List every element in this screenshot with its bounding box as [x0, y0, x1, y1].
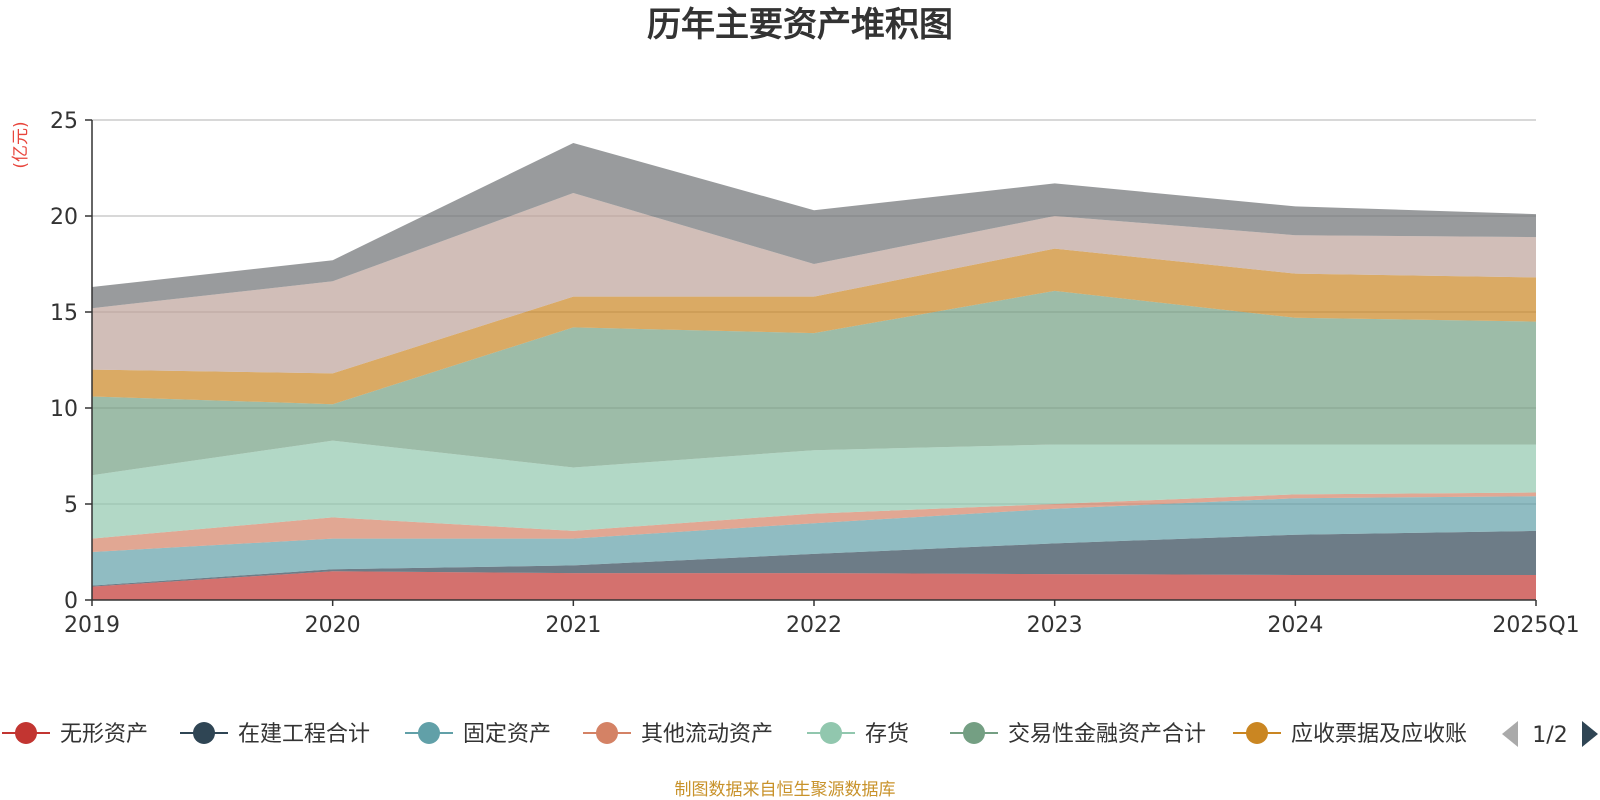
- legend-marker: [193, 722, 215, 744]
- legend-item-1[interactable]: 在建工程合计: [180, 722, 370, 747]
- legend-label: 固定资产: [463, 722, 551, 747]
- y-axis-unit-label: (亿元): [11, 121, 31, 168]
- chart-title: 历年主要资产堆积图: [647, 5, 953, 45]
- area-series-2: [92, 496, 1536, 586]
- legend-item-6[interactable]: 应收票据及应收账: [1233, 722, 1467, 747]
- area-series-8: [92, 143, 1536, 309]
- area-series-5: [92, 290, 1536, 476]
- x-tick-label: 2019: [64, 613, 120, 638]
- legend-label: 存货: [865, 722, 909, 747]
- area-series-3: [92, 492, 1536, 552]
- y-tick-label: 5: [64, 493, 78, 518]
- x-tick-label: 2025Q1: [1492, 613, 1579, 638]
- legend-label: 应收票据及应收账: [1291, 722, 1467, 747]
- legend-item-4[interactable]: 存货: [807, 722, 909, 747]
- y-tick-label: 20: [50, 205, 78, 230]
- legend-item-3[interactable]: 其他流动资产: [583, 722, 773, 747]
- legend-marker: [963, 722, 985, 744]
- legend-item-5[interactable]: 交易性金融资产合计: [950, 722, 1206, 747]
- legend-marker: [596, 722, 618, 744]
- x-tick-label: 2020: [305, 613, 361, 638]
- x-tick-label: 2021: [545, 613, 601, 638]
- legend-marker: [15, 722, 37, 744]
- legend-item-0[interactable]: 无形资产: [2, 722, 148, 747]
- area-series-layer: [92, 143, 1536, 600]
- legend-marker: [418, 722, 440, 744]
- legend-label: 无形资产: [60, 722, 148, 747]
- area-series-7: [92, 193, 1536, 374]
- legend-label: 交易性金融资产合计: [1008, 722, 1206, 747]
- legend-prev-page-icon[interactable]: [1502, 721, 1518, 747]
- axes: 0 5 10 15 20 25 2019 2020 2021 2022 2023 2024 2025Q1: [50, 109, 1580, 638]
- legend-next-page-icon[interactable]: [1582, 721, 1598, 747]
- y-tick-label: 0: [64, 589, 78, 614]
- legend-label: 在建工程合计: [238, 722, 370, 747]
- legend-marker: [820, 722, 842, 744]
- y-tick-label: 15: [50, 301, 78, 326]
- legend-label: 其他流动资产: [641, 722, 773, 747]
- x-tick-label: 2023: [1027, 613, 1083, 638]
- area-series-6: [92, 248, 1536, 405]
- legend: 无形资产 在建工程合计 固定资产 其他流动资产 存货 交易性金融资产合计 应收票据及应收账 1…: [2, 721, 1598, 748]
- x-tick-label: 2022: [786, 613, 842, 638]
- legend-marker: [1246, 722, 1268, 744]
- area-series-1: [92, 530, 1536, 587]
- y-tick-label: 25: [50, 109, 78, 134]
- area-series-4: [92, 440, 1536, 539]
- legend-page-indicator: 1/2: [1532, 723, 1567, 748]
- data-source-footer: 制图数据来自恒生聚源数据库: [675, 780, 896, 800]
- area-series-0: [92, 571, 1536, 600]
- x-tick-label: 2024: [1267, 613, 1323, 638]
- y-tick-label: 10: [50, 397, 78, 422]
- legend-item-2[interactable]: 固定资产: [405, 722, 551, 747]
